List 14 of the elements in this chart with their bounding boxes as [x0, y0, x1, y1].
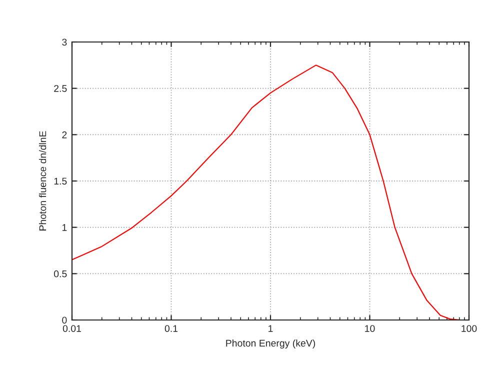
x-tick-label: 0.01 [62, 325, 81, 332]
x-tick-label: 10 [365, 325, 375, 332]
y-tick-label: 2 [62, 131, 67, 138]
y-tick-label: 1.5 [54, 178, 67, 185]
y-tick-label: 1 [62, 224, 67, 231]
x-axis-title: Photon Energy (keV) [226, 339, 316, 349]
x-tick-label: 100 [462, 325, 477, 332]
y-tick-label: 0 [62, 316, 67, 324]
y-tick-label: 3 [62, 38, 67, 46]
y-tick-label: 2.5 [54, 85, 67, 92]
y-tick-label: 0.5 [54, 270, 67, 278]
y-axis-title: Photon fluence dn/dlnE [39, 131, 46, 230]
x-tick-label: 0.1 [164, 325, 178, 332]
x-tick-label: 1 [268, 325, 273, 332]
